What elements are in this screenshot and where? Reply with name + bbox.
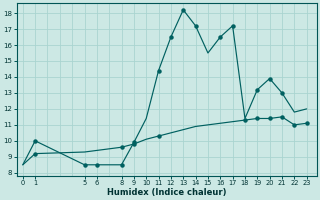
- X-axis label: Humidex (Indice chaleur): Humidex (Indice chaleur): [107, 188, 226, 197]
